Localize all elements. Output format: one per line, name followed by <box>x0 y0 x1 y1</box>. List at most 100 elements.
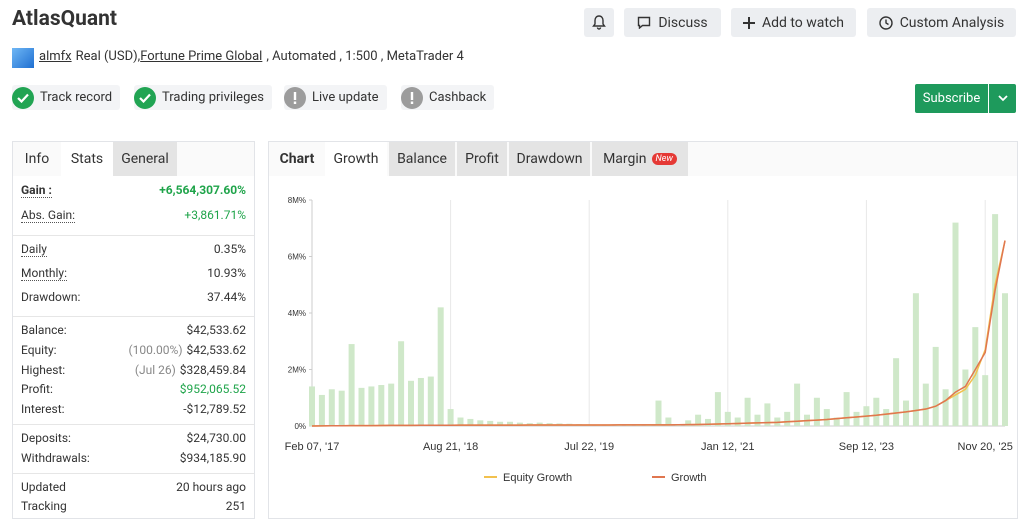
chevron-icon <box>997 95 1008 102</box>
info-tab[interactable]: General <box>113 142 177 176</box>
button-label: Add to watch <box>761 14 845 31</box>
analysis-button[interactable]: Custom Analysis <box>867 8 1016 37</box>
stat-value-wrap: 10.93% <box>207 266 246 281</box>
info-panel: Info Stats General Gain : +6,564,307.60% Abs.… <box>12 141 255 519</box>
chart-tab[interactable]: Growth <box>325 142 387 176</box>
stat-row: Equity: (100.00%) $42,533.62 <box>21 343 246 357</box>
stat-value-wrap: (100.00%) $42,533.62 <box>129 343 246 357</box>
bar <box>843 392 850 426</box>
badge: Cashback <box>401 85 495 110</box>
x-tick-label: Aug 21, '18 <box>423 441 478 453</box>
tab-label: Chart <box>279 151 315 167</box>
subscribe-dropdown[interactable] <box>989 84 1016 113</box>
bar <box>665 417 672 426</box>
bar <box>408 380 414 426</box>
stat-label: Profit: <box>21 382 53 397</box>
legend-label: Growth <box>671 472 706 484</box>
bar <box>477 420 484 426</box>
stat-row: Interest: -$12,789.52 <box>21 402 246 416</box>
bar <box>833 417 840 426</box>
stat-label: Monthly: <box>21 266 67 281</box>
stat-note: (Jul 26) <box>134 362 176 377</box>
bell-button[interactable] <box>584 8 614 37</box>
account-type: Real (USD), <box>75 49 141 64</box>
stat-value: 10.93% <box>207 266 246 280</box>
stat-row: Deposits: $24,730.00 <box>21 431 246 445</box>
stat-label: Equity: <box>21 342 57 357</box>
bar <box>903 400 909 426</box>
stat-value-wrap: -$12,789.52 <box>183 402 246 416</box>
stat-label: Interest: <box>21 402 65 417</box>
bar <box>823 409 830 426</box>
line <box>311 240 1006 427</box>
chart-tab[interactable]: Chart <box>269 142 325 176</box>
bar <box>417 377 424 426</box>
bar <box>427 376 434 426</box>
bar <box>873 397 880 426</box>
y-tick-label: 8M% <box>288 196 306 205</box>
bar <box>447 409 454 426</box>
stat-value: $42,533.62 <box>186 342 246 357</box>
stat-row: Monthly: 10.93% <box>21 266 246 281</box>
bar <box>754 414 761 426</box>
stat-value: $934,185.90 <box>179 450 246 465</box>
stat-label: Withdrawals: <box>21 450 90 465</box>
clock-icon <box>878 15 893 30</box>
tab-label: Balance <box>397 151 447 167</box>
subscribe-button[interactable]: Subscribe <box>915 84 988 113</box>
badge: Trading privileges <box>134 85 272 110</box>
bar <box>497 421 504 426</box>
badge-label: Trading privileges <box>162 90 264 105</box>
bar <box>932 346 939 426</box>
bar <box>338 390 345 426</box>
watch-button[interactable]: Add to watch <box>731 8 856 37</box>
stat-value: $42,533.62 <box>186 323 246 337</box>
stat-label: Updated <box>21 479 66 494</box>
x-tick-label: Feb 07, '17 <box>285 441 340 453</box>
bar <box>982 375 989 426</box>
stat-row: Gain : +6,564,307.60% <box>21 183 246 198</box>
bar <box>705 418 711 426</box>
button-label: Custom Analysis <box>899 14 1005 31</box>
bar <box>813 397 820 426</box>
divider <box>13 472 254 474</box>
chart: Feb 07, '17 Aug 21, '18 Jul 22, '19 Jan 12,… <box>285 196 1013 484</box>
stat-row: Updated 20 hours ago <box>21 480 246 494</box>
y-tick-label: 2M% <box>288 366 306 375</box>
tab-label: Drawdown <box>516 151 583 167</box>
badge-icon <box>134 86 156 109</box>
bell-icon <box>592 15 606 30</box>
info-tab[interactable]: Info <box>13 142 61 176</box>
chart-tab[interactable]: Drawdown <box>509 142 590 176</box>
stat-value: +3,861.71% <box>184 208 246 222</box>
bar <box>992 214 999 426</box>
tab-label: Margin <box>603 151 647 167</box>
chart-tab[interactable]: Balance <box>389 142 455 176</box>
stat-value: $328,459.84 <box>179 362 246 377</box>
y-tick-label: 0% <box>294 422 306 431</box>
legend-label: Equity Growth <box>503 472 572 484</box>
stat-value: $24,730.00 <box>186 431 246 445</box>
info-tab[interactable]: Stats <box>61 142 113 176</box>
stat-note: (100.00%) <box>128 342 183 357</box>
broker-link[interactable]: Fortune Prime Global <box>140 49 263 64</box>
badge-label: Track record <box>40 90 113 105</box>
x-tick-label: Nov 20, '25 <box>958 441 1013 453</box>
bar <box>487 420 494 426</box>
bar <box>457 417 464 426</box>
stat-label: Tracking <box>21 499 67 514</box>
stat-value-wrap: (Jul 26) $328,459.84 <box>135 363 246 377</box>
chart-tab[interactable]: Margin New <box>592 142 688 176</box>
avatar <box>12 48 34 68</box>
badge-icon <box>12 86 34 109</box>
bar <box>695 414 702 426</box>
chart-tab[interactable]: Profit <box>457 142 507 176</box>
bar <box>1002 293 1008 426</box>
bar <box>784 411 791 426</box>
x-tick-label: Jan 12, '21 <box>701 441 754 453</box>
stat-value-wrap: 251 <box>226 499 246 513</box>
discuss-button[interactable]: Discuss <box>624 8 721 37</box>
user-link[interactable]: almfx <box>39 49 72 64</box>
badge-label: Cashback <box>429 90 487 105</box>
plus-icon <box>742 16 755 29</box>
